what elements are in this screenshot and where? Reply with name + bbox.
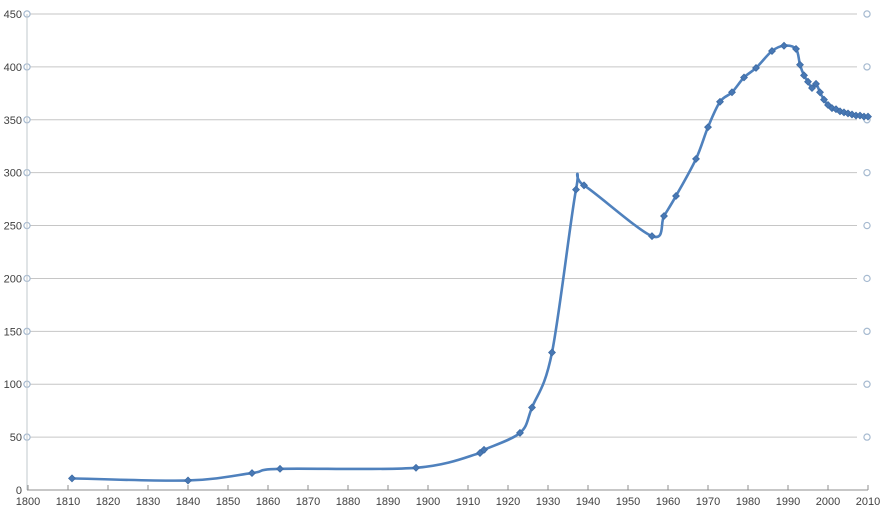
data-point-marker [516, 428, 524, 437]
x-axis-tick-label: 1860 [256, 496, 280, 508]
y-axis-tick-label: 350 [4, 115, 22, 127]
y-axis-tick-label: 100 [4, 379, 22, 391]
data-point-marker [804, 77, 812, 86]
x-axis-tick-label: 1800 [16, 496, 40, 508]
gridline-right-end-circle [863, 327, 871, 336]
x-axis-tick-label: 1820 [96, 496, 120, 508]
x-axis-tick-label: 1910 [456, 496, 480, 508]
data-point-marker [768, 47, 776, 55]
data-point-marker [548, 348, 556, 357]
x-axis-tick-label: 1970 [696, 496, 720, 508]
gridline-right-end-circle [863, 433, 871, 441]
data-point-marker [716, 97, 724, 106]
data-point-marker [796, 60, 804, 69]
y-axis-tick-label: 300 [4, 168, 22, 180]
data-point-marker [780, 41, 788, 50]
x-axis-tick-label: 1870 [296, 496, 320, 508]
x-axis-tick-label: 1890 [376, 496, 400, 508]
gridline-right-end-circle [863, 221, 871, 230]
y-axis-tick-label: 450 [4, 9, 22, 21]
data-point-marker [820, 95, 828, 104]
data-point-marker [864, 112, 872, 121]
series-line [70, 44, 870, 482]
data-point-marker [648, 232, 656, 241]
data-point-marker [792, 44, 800, 53]
data-point-marker [832, 105, 840, 114]
data-point-marker [580, 181, 588, 190]
y-axis-tick-label: 200 [4, 273, 22, 285]
data-point-marker [752, 63, 760, 72]
data-point-marker [704, 123, 712, 132]
x-axis-tick-label: 1850 [216, 496, 240, 508]
x-axis-tick-label: 2010 [856, 496, 880, 508]
x-axis-tick-label: 1930 [536, 496, 560, 508]
data-point-marker [824, 101, 832, 109]
x-axis-tick-label: 1810 [56, 496, 80, 508]
data-point-marker [672, 191, 680, 200]
gridline-right-end-circle [863, 168, 871, 177]
x-axis-tick-label: 1980 [736, 496, 760, 508]
data-point-marker [248, 469, 256, 478]
data-point-marker [528, 403, 536, 412]
x-axis-tick-label: 1880 [336, 496, 360, 508]
x-axis-tick-label: 1920 [496, 496, 520, 508]
gridline-right-end-circle [863, 274, 871, 283]
data-point-marker [808, 84, 816, 93]
data-point-marker [572, 185, 580, 194]
data-point-marker [816, 88, 824, 97]
gridline-right-end-circle [863, 63, 871, 71]
data-point-marker [812, 79, 820, 88]
y-axis-tick-label: 150 [4, 326, 22, 338]
data-point-marker [660, 212, 668, 221]
y-axis-tick-label: 0 [16, 485, 22, 497]
y-axis-tick-label: 250 [4, 221, 22, 233]
gridline-right-end-circle [863, 380, 871, 388]
data-point-marker [740, 73, 748, 82]
data-point-marker [480, 445, 488, 454]
gridline-right-end-circle [863, 10, 871, 18]
x-axis-tick-label: 1950 [616, 496, 640, 508]
data-point-marker [184, 476, 192, 485]
data-point-marker [692, 154, 700, 163]
x-axis-tick-label: 1830 [136, 496, 160, 508]
x-axis-tick-label: 1840 [176, 496, 200, 508]
x-axis-tick-label: 1940 [576, 496, 600, 508]
data-point-marker [276, 464, 284, 473]
x-axis-tick-label: 1900 [416, 496, 440, 508]
y-axis-tick-label: 400 [4, 62, 22, 74]
data-point-marker [412, 463, 420, 472]
data-point-marker [728, 88, 736, 97]
x-axis-tick-label: 1990 [776, 496, 800, 508]
data-point-marker [68, 474, 76, 483]
x-axis-tick-label: 1960 [656, 496, 680, 508]
x-axis-tick-label: 2000 [816, 496, 840, 508]
data-point-marker [800, 71, 808, 80]
y-axis-tick-label: 50 [10, 432, 22, 444]
